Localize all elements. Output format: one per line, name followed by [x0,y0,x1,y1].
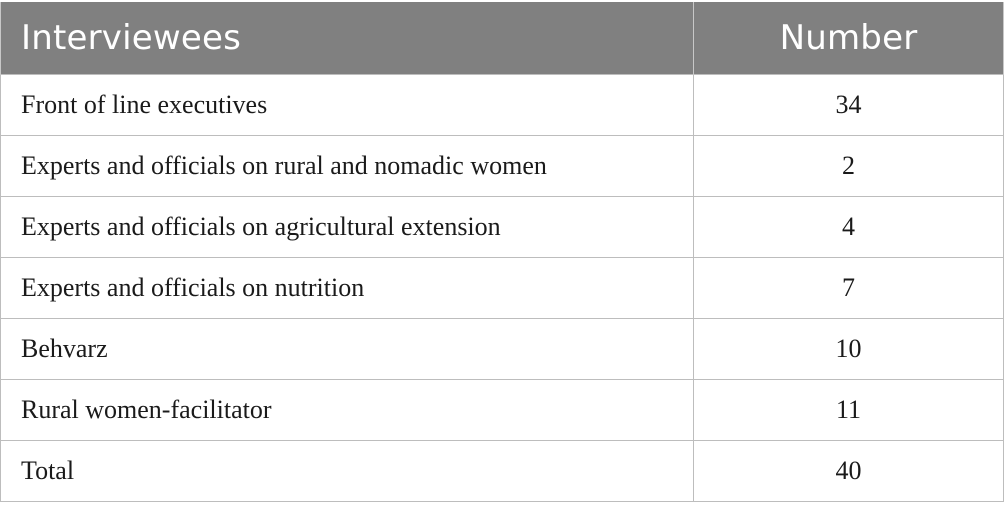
row-number: 10 [693,318,1004,380]
total-row: Total 40 [0,440,1004,502]
table-row: Behvarz 10 [0,318,1004,380]
row-number: 4 [693,196,1004,258]
row-label: Front of line executives [0,74,694,136]
table-body: Front of line executives 34 Experts and … [0,74,1004,502]
table-row: Rural women-facilitator 11 [0,379,1004,441]
interviewees-table: Interviewees Number Front of line execut… [0,2,1004,502]
row-number: 34 [693,74,1004,136]
row-label: Experts and officials on agricultural ex… [0,196,694,258]
row-label: Experts and officials on rural and nomad… [0,135,694,197]
row-number: 11 [693,379,1004,441]
header-row: Interviewees Number [0,2,1004,75]
row-number: 7 [693,257,1004,319]
row-label: Behvarz [0,318,694,380]
table-row: Experts and officials on rural and nomad… [0,135,1004,197]
row-number: 2 [693,135,1004,197]
total-label: Total [0,440,694,502]
total-number: 40 [693,440,1004,502]
table-row: Experts and officials on nutrition 7 [0,257,1004,319]
interviewees-table-container: Interviewees Number Front of line execut… [0,2,1004,505]
table-row: Front of line executives 34 [0,74,1004,136]
header-number: Number [693,2,1004,75]
row-label: Experts and officials on nutrition [0,257,694,319]
table-row: Experts and officials on agricultural ex… [0,196,1004,258]
header-interviewees: Interviewees [0,2,694,75]
table-header: Interviewees Number [0,2,1004,75]
row-label: Rural women-facilitator [0,379,694,441]
